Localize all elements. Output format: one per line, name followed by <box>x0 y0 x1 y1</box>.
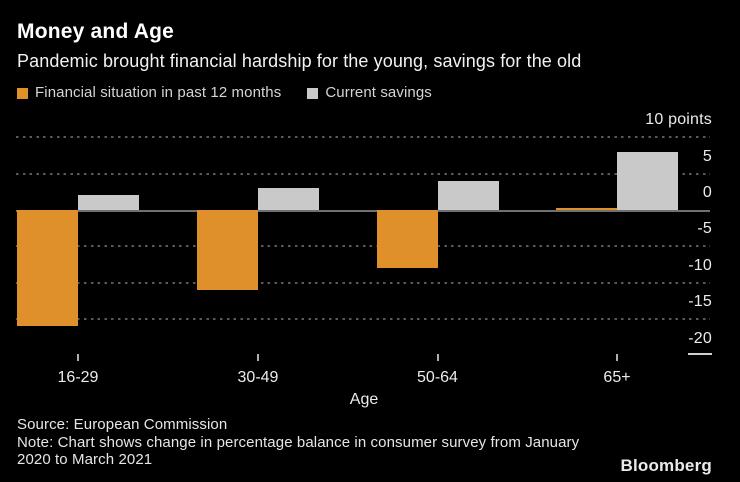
bar-savings-16-29 <box>78 195 139 210</box>
y-axis-tick-label: -15 <box>688 293 712 311</box>
bar-financial-65+ <box>556 207 617 210</box>
source-text: Source: European Commission <box>17 416 228 433</box>
gridline <box>16 172 710 175</box>
legend-item-financial-situation: Financial situation in past 12 months <box>17 84 281 101</box>
legend-label: Current savings <box>325 84 432 101</box>
legend: Financial situation in past 12 months Cu… <box>17 84 432 101</box>
x-axis-category-label: 50-64 <box>417 369 458 386</box>
y-axis-tick-label: -5 <box>697 220 712 238</box>
legend-label: Financial situation in past 12 months <box>35 84 282 101</box>
legend-item-current-savings: Current savings <box>307 84 432 101</box>
zero-baseline <box>16 210 710 212</box>
gridline <box>16 318 710 321</box>
x-axis-tick <box>436 354 439 361</box>
x-axis-tick <box>77 354 79 361</box>
gridline <box>16 136 710 139</box>
chart-subtitle: Pandemic brought financial hardship for … <box>17 51 582 71</box>
x-axis-title: Age <box>349 391 379 408</box>
note-text-line1: Note: Chart shows change in percentage b… <box>17 433 580 451</box>
y-axis-tick-label: 10 points <box>645 111 712 129</box>
x-axis-tick <box>616 354 618 361</box>
gridline <box>16 245 710 248</box>
bar-financial-16-29 <box>17 210 78 327</box>
y-axis-end-mark <box>688 353 712 356</box>
x-axis-category-label: 30-49 <box>237 369 279 386</box>
bar-financial-30-49 <box>197 210 258 291</box>
x-axis-tick <box>257 354 259 361</box>
gridline <box>16 281 710 284</box>
bar-savings-65+ <box>617 151 678 210</box>
note-text-line2: 2020 to March 2021 <box>17 451 153 468</box>
y-axis-tick-label: -20 <box>688 329 712 347</box>
bar-financial-50-64 <box>376 210 438 269</box>
chart-title: Money and Age <box>17 20 175 43</box>
footer-notes: Source: European Commission Note: Chart … <box>17 416 579 469</box>
bar-savings-30-49 <box>258 188 319 210</box>
bar-savings-50-64 <box>437 180 499 210</box>
y-axis-tick-label: 5 <box>702 147 712 165</box>
bloomberg-logo: Bloomberg <box>620 456 712 475</box>
x-axis-category-label: 16-29 <box>57 369 99 386</box>
orange-swatch-icon <box>17 87 28 99</box>
gray-swatch-icon <box>307 87 319 99</box>
y-axis-tick-label: -10 <box>688 256 712 274</box>
x-axis-category-label: 65+ <box>603 369 631 386</box>
y-axis-tick-label: 0 <box>702 184 712 201</box>
